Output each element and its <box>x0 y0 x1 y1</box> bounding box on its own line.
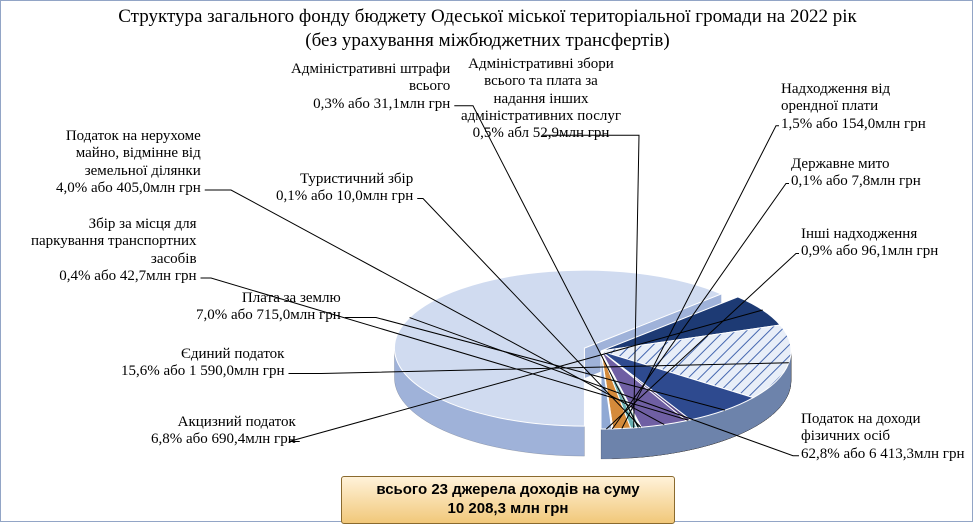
label-income_tax: Податок на доходи фізичних осіб 62,8% аб… <box>801 411 964 463</box>
label-rent_income: Надходження від орендної плати 1,5% або … <box>781 81 926 133</box>
label-state_duty: Державне мито 0,1% або 7,8млн грн <box>791 156 921 191</box>
label-tourist_fee: Туристичний збір 0,1% або 10,0млн грн <box>276 171 413 206</box>
label-other_income: Інші надходження 0,9% або 96,1млн грн <box>801 226 938 261</box>
summary-line2: 10 208,3 млн грн <box>448 500 569 517</box>
label-excise_tax: Акцизний податок 6,8% або 690,4млн грн <box>151 414 296 449</box>
label-unified_tax: Єдиний податок 15,6% або 1 590,0млн грн <box>121 346 284 381</box>
label-admin_fees: Адміністративні збори всього та плата за… <box>461 56 621 142</box>
summary-box: всього 23 джерела доходів на суму 10 208… <box>341 476 675 524</box>
budget-pie-chart: Структура загального фонду бюджету Одесь… <box>0 0 973 522</box>
label-property_tax: Податок на нерухоме майно, відмінне від … <box>56 128 201 197</box>
label-admin_fines: Адміністративні штрафи всього 0,3% або 3… <box>291 61 450 113</box>
label-parking_fee: Збір за місця для паркування транспортни… <box>31 216 197 285</box>
label-land_fee: Плата за землю 7,0% або 715,0млн грн <box>196 290 341 325</box>
summary-line1: всього 23 джерела доходів на суму <box>376 481 639 498</box>
